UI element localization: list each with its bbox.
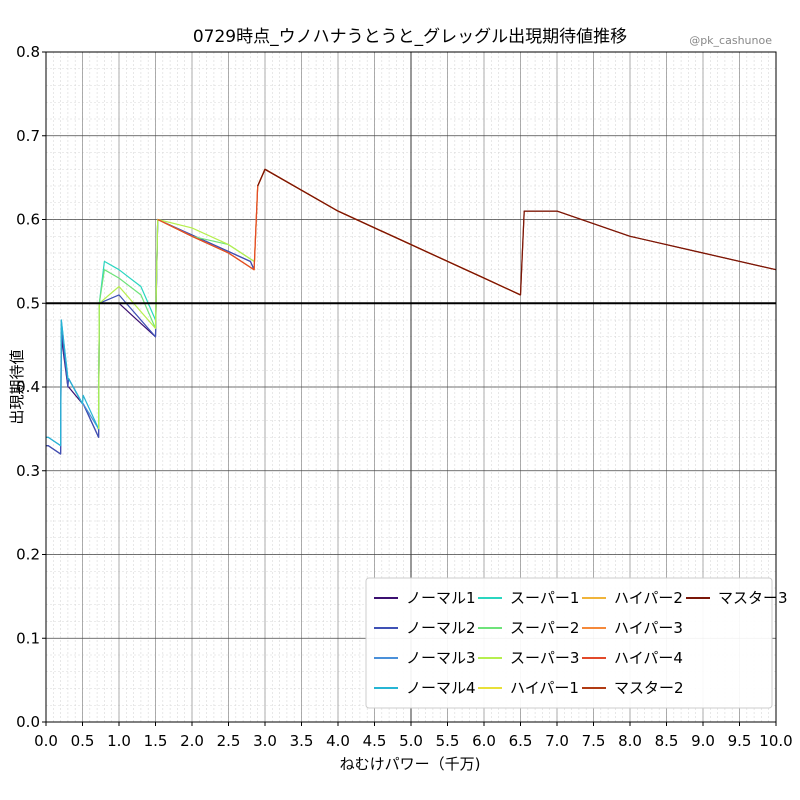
y-tick-label: 0.6 bbox=[16, 211, 40, 229]
x-tick-label: 10.0 bbox=[759, 732, 792, 750]
x-tick-label: 4.0 bbox=[326, 732, 350, 750]
x-tick-label: 5.0 bbox=[399, 732, 423, 750]
legend-label: スーパー3 bbox=[510, 649, 579, 667]
x-tick-label: 4.5 bbox=[363, 732, 387, 750]
x-tick-label: 3.5 bbox=[290, 732, 314, 750]
legend-label: ノーマル3 bbox=[406, 649, 476, 667]
y-tick-label: 0.8 bbox=[16, 43, 40, 61]
y-tick-label: 0.7 bbox=[16, 127, 40, 145]
y-axis-ticks: 0.0 0.1 0.2 0.3 0.4 0.5 0.6 0.7 0.8 bbox=[16, 43, 46, 731]
y-tick-label: 0.1 bbox=[16, 629, 40, 647]
legend-label: ノーマル1 bbox=[406, 589, 476, 607]
y-tick-label: 0.3 bbox=[16, 462, 40, 480]
series-layer bbox=[46, 168, 777, 455]
legend-label: スーパー2 bbox=[510, 619, 579, 637]
y-tick-label: 0.4 bbox=[16, 378, 40, 396]
legend-label: マスター3 bbox=[718, 589, 788, 607]
legend-label: ノーマル2 bbox=[406, 619, 476, 637]
x-tick-label: 5.5 bbox=[436, 732, 460, 750]
legend-label: ハイパー2 bbox=[614, 589, 683, 607]
x-tick-label: 8.5 bbox=[655, 732, 679, 750]
y-tick-label: 0.5 bbox=[16, 294, 40, 312]
series-line-ノーマル4 bbox=[46, 303, 100, 447]
x-axis-ticks: 0.0 0.5 1.0 1.5 2.0 2.5 3.0 3.5 4.0 4.5 5.0 5.5 6.0 6… bbox=[34, 722, 793, 750]
x-tick-label: 0.5 bbox=[71, 732, 95, 750]
legend-label: ハイパー4 bbox=[614, 649, 683, 667]
x-axis-title: ねむけパワー（千万) bbox=[340, 755, 481, 773]
x-tick-label: 7.5 bbox=[582, 732, 606, 750]
y-tick-label: 0.0 bbox=[16, 713, 40, 731]
x-tick-label: 2.5 bbox=[217, 732, 241, 750]
legend-label: ノーマル4 bbox=[406, 679, 476, 697]
chart-title: 0729時点_ウノハナうとうと_グレッグル出現期待値推移 bbox=[193, 27, 627, 47]
legend-label: マスター2 bbox=[614, 679, 684, 697]
legend-box bbox=[365, 577, 773, 709]
x-tick-label: 2.0 bbox=[180, 732, 204, 750]
x-tick-label: 9.0 bbox=[691, 732, 715, 750]
legend-label: スーパー1 bbox=[510, 589, 579, 607]
credit-label: @pk_cashunoe bbox=[689, 34, 772, 47]
legend-label: ハイパー1 bbox=[510, 679, 579, 697]
x-tick-label: 1.0 bbox=[107, 732, 131, 750]
x-tick-label: 8.0 bbox=[618, 732, 642, 750]
x-tick-label: 6.0 bbox=[472, 732, 496, 750]
series-line-マスター3 bbox=[257, 168, 777, 296]
x-tick-label: 7.0 bbox=[545, 732, 569, 750]
x-tick-label: 9.5 bbox=[728, 732, 752, 750]
legend-label: ハイパー3 bbox=[614, 619, 683, 637]
y-axis-title: 出現期待値 bbox=[8, 349, 26, 424]
y-tick-label: 0.2 bbox=[16, 546, 40, 564]
x-tick-label: 1.5 bbox=[144, 732, 168, 750]
legend: ノーマル1 ノーマル2 ノーマル3 ノーマル4 スーパー1 スーパー2 スーパー3 ハイパー1… bbox=[365, 577, 788, 709]
x-tick-label: 0.0 bbox=[34, 732, 58, 750]
x-tick-label: 3.0 bbox=[253, 732, 277, 750]
series-line-スーパー3 bbox=[98, 218, 255, 429]
x-tick-label: 6.5 bbox=[509, 732, 533, 750]
series-line-スーパー2 bbox=[98, 218, 255, 429]
